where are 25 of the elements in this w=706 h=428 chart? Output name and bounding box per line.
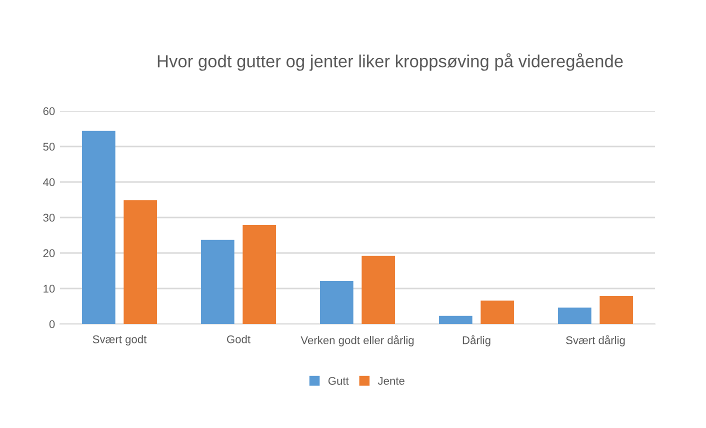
- bar: [362, 256, 395, 324]
- bar: [82, 130, 116, 324]
- y-tick-label: 40: [43, 178, 55, 186]
- bar: [480, 300, 514, 324]
- y-tick-label: 0: [49, 320, 55, 328]
- x-tick-label: Verken godt eller dårlig: [300, 335, 414, 346]
- y-tick-label: 10: [44, 284, 55, 293]
- bar: [558, 308, 592, 324]
- x-tick-label: Svært dårlig: [566, 335, 625, 346]
- y-tick-label: 30: [43, 214, 55, 222]
- legend-label: Gutt: [328, 376, 349, 385]
- y-tick-label: 20: [43, 249, 55, 258]
- y-tick-label: 60: [43, 107, 55, 116]
- y-tick-label: 50: [43, 142, 55, 151]
- x-tick-label: Godt: [227, 335, 250, 344]
- x-tick-label: Svært godt: [92, 335, 147, 346]
- x-tick-label: Dårlig: [462, 335, 490, 346]
- bar: [242, 224, 276, 324]
- chart-title: Hvor godt gutter og jenter liker kroppsøving på videregående: [158, 53, 623, 71]
- bar: [201, 240, 234, 324]
- bar: [320, 281, 354, 324]
- bar: [439, 316, 472, 324]
- legend-label: Jente: [378, 377, 404, 385]
- bar: [600, 296, 633, 324]
- bar: [124, 200, 157, 324]
